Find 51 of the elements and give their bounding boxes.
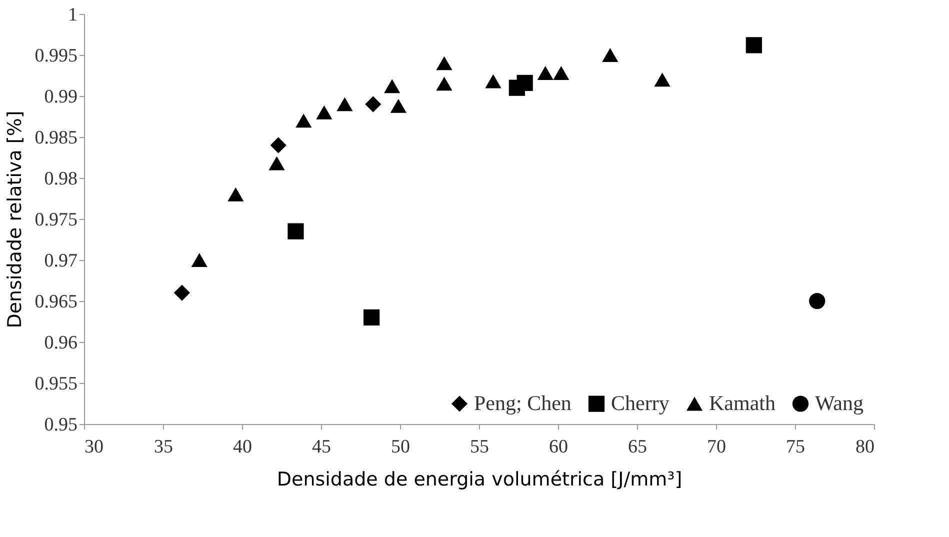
legend-label: Kamath — [709, 390, 776, 415]
point — [228, 187, 244, 202]
point — [288, 223, 304, 240]
y-tick-label: 0.955 — [34, 374, 78, 394]
point — [390, 98, 406, 113]
point — [296, 114, 312, 128]
point — [553, 66, 570, 80]
y-tick-label: 0.97 — [44, 250, 78, 272]
point — [809, 292, 826, 310]
point — [654, 72, 670, 87]
x-tick-label: 45 — [312, 436, 331, 458]
legend-label: Peng; Chen — [474, 390, 572, 415]
x-tick-label: 70 — [707, 436, 726, 458]
point — [602, 48, 618, 62]
y-tick-label: 1 — [68, 4, 78, 26]
x-axis-title: Densidade de energia volumétrica [J/mm³] — [276, 468, 682, 490]
point — [485, 74, 502, 88]
point — [436, 56, 452, 70]
point — [365, 96, 382, 112]
point — [436, 76, 452, 91]
x-tick-label: 40 — [233, 436, 252, 458]
legend-label: Cherry — [611, 390, 670, 415]
x-tick-label: 75 — [786, 436, 805, 458]
point — [746, 37, 762, 54]
x-tick-label: 35 — [154, 436, 173, 458]
x-tick-label: 65 — [628, 436, 647, 458]
point — [537, 66, 554, 80]
point — [270, 137, 286, 154]
point — [191, 253, 208, 267]
y-tick-label: 0.98 — [44, 168, 78, 190]
x-tick-label: 55 — [470, 436, 489, 458]
y-tick-label: 0.975 — [34, 210, 78, 230]
legend-label: Wang — [815, 390, 864, 415]
point — [364, 309, 380, 326]
y-axis-title: Densidade relativa [%] — [4, 110, 26, 328]
point — [316, 105, 332, 120]
x-tick-label: 60 — [549, 436, 568, 458]
x-tick-label: 80 — [856, 436, 874, 458]
y-tick-label: 0.95 — [44, 414, 78, 436]
point — [516, 74, 533, 91]
y-tick-label: 0.985 — [34, 128, 78, 148]
point — [384, 79, 400, 94]
point — [268, 156, 285, 170]
y-tick-label: 0.96 — [44, 332, 78, 354]
point — [174, 284, 190, 301]
x-tick-label: 30 — [84, 436, 104, 458]
point — [336, 97, 353, 112]
y-tick-label: 0.965 — [34, 292, 78, 312]
x-tick-label: 50 — [391, 436, 410, 458]
y-tick-label: 0.99 — [44, 86, 78, 108]
y-tick-label: 0.995 — [34, 46, 78, 66]
